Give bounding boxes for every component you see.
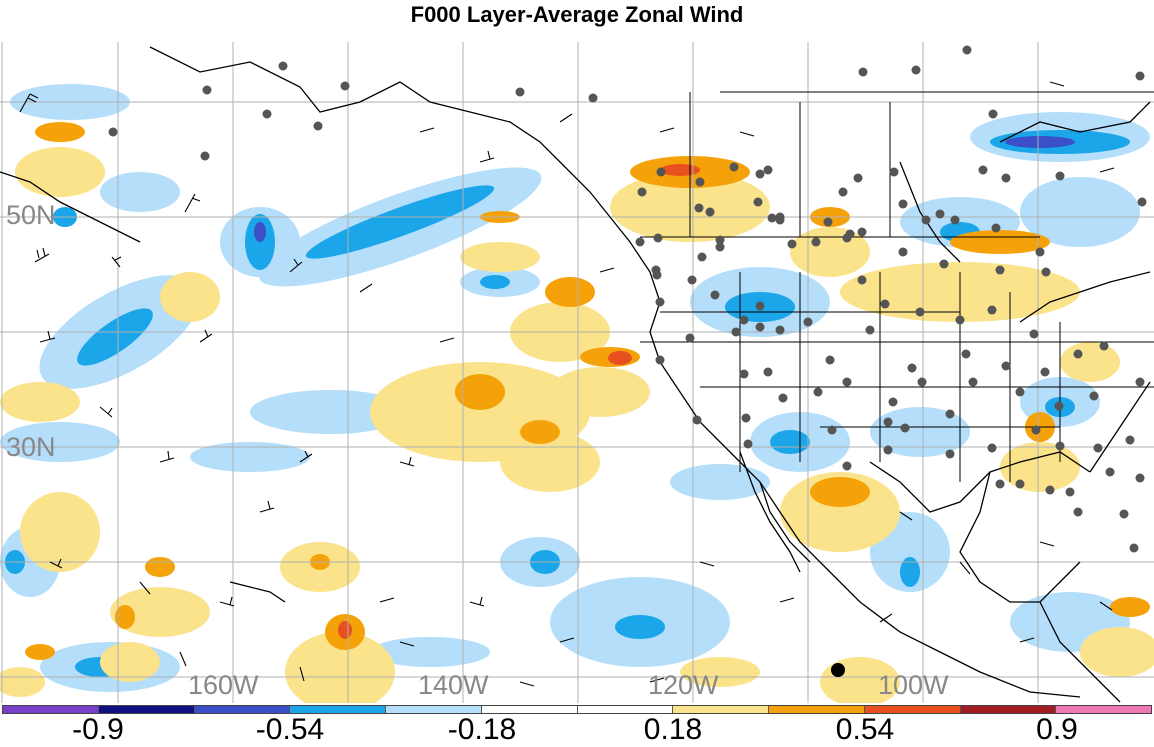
station-dots xyxy=(108,45,1147,553)
colorbar-segment xyxy=(3,706,99,713)
lon-label-140w: 140W xyxy=(418,670,489,700)
colorbar-segment xyxy=(769,706,865,713)
lon-label-160w: 160W xyxy=(188,670,259,700)
negative-strong-contours xyxy=(254,136,1075,242)
colorbar-segment xyxy=(386,706,482,713)
colorbar-label: -0.54 xyxy=(255,713,325,746)
colorbar-segment xyxy=(960,706,1057,713)
colorbar-segment xyxy=(481,706,578,713)
color-legend-bar xyxy=(2,705,1152,714)
lat-label-30n: 30N xyxy=(6,432,56,462)
colorbar-label: -0.9 xyxy=(72,713,124,746)
zonal-wind-map: 50N 30N 160W 140W 120W 100W xyxy=(0,42,1154,703)
colorbar-segment xyxy=(1056,706,1151,713)
state-borders xyxy=(640,91,1154,482)
colorbar-label: 0.54 xyxy=(835,713,895,746)
colorbar-segment xyxy=(98,706,195,713)
wind-barbs xyxy=(19,81,1115,687)
highlight-point xyxy=(831,663,845,677)
lon-label-120w: 120W xyxy=(648,670,719,700)
map-title: F000 Layer-Average Zonal Wind xyxy=(410,2,744,27)
colorbar-segment xyxy=(290,706,386,713)
colorbar-label: 0.9 xyxy=(1036,713,1078,746)
lon-label-100w: 100W xyxy=(878,670,949,700)
colorbar-segment xyxy=(864,706,961,713)
graticule xyxy=(0,42,1154,703)
colorbar-segment xyxy=(673,706,769,713)
colorbar-label: 0.18 xyxy=(643,713,703,746)
colorbar-label: -0.18 xyxy=(447,713,517,746)
lat-label-50n: 50N xyxy=(6,200,56,230)
map-canvas xyxy=(0,42,1154,703)
colorbar-segment xyxy=(577,706,674,713)
positive-light-contours xyxy=(0,147,1154,703)
colorbar-segment xyxy=(194,706,291,713)
